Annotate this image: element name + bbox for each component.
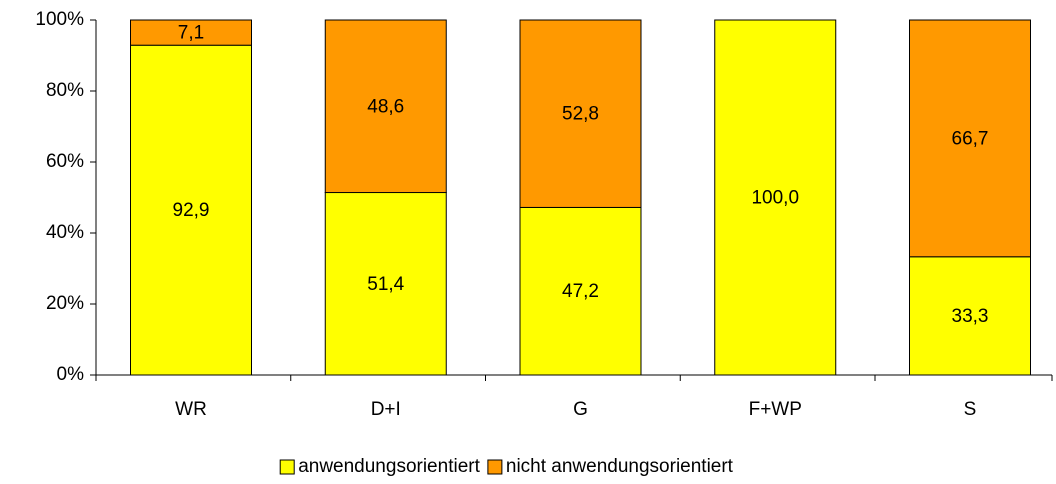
x-tick-label: S (964, 399, 977, 420)
data-label: 100,0 (751, 188, 799, 209)
bar-segment (519, 19, 642, 208)
bar-segment (130, 19, 252, 46)
legend-label: nicht anwendungsorientiert (506, 456, 734, 477)
y-tick-label: 80% (46, 80, 84, 101)
data-label: 92,9 (173, 200, 210, 221)
data-label: 51,4 (367, 274, 404, 295)
data-label: 48,6 (367, 96, 404, 117)
y-tick-label: 0% (57, 364, 85, 385)
x-tick-label: G (573, 399, 588, 420)
x-tick-label: F+WP (749, 399, 802, 420)
data-label: 47,2 (562, 281, 599, 302)
bar-segment (909, 19, 1031, 258)
bar-segment (909, 256, 1031, 376)
legend-label: anwendungsorientiert (298, 456, 480, 477)
bar-segment (714, 19, 837, 376)
bar-segment (130, 44, 252, 376)
bar-segment (324, 192, 447, 376)
data-label: 66,7 (952, 128, 989, 149)
x-tick-label: WR (175, 399, 207, 420)
x-tick-label: D+I (371, 399, 401, 420)
y-tick-label: 20% (46, 293, 84, 314)
legend-swatch (487, 459, 503, 475)
data-label: 52,8 (562, 104, 599, 125)
bar-segment (324, 19, 447, 194)
y-tick-label: 100% (35, 9, 84, 30)
legend-swatch (279, 459, 295, 475)
y-tick-label: 60% (46, 151, 84, 172)
data-label: 33,3 (952, 306, 989, 327)
bar-segment (519, 206, 642, 376)
y-tick-label: 40% (46, 222, 84, 243)
data-label: 7,1 (178, 23, 204, 44)
